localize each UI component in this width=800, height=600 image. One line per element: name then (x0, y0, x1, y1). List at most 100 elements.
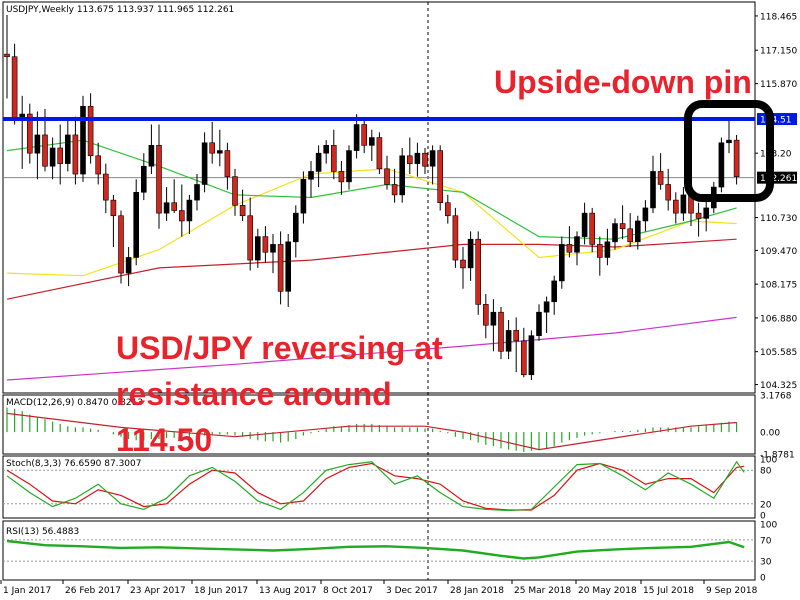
rsi-line (6, 539, 745, 560)
candle-body (634, 220, 641, 243)
candle-body (558, 244, 565, 282)
stoch-tick-label: 20 (760, 500, 772, 510)
rsi-panel (3, 539, 755, 562)
candle-body (292, 212, 299, 243)
rsi-label: RSI(13) 56.4883 (6, 527, 79, 537)
time-tick-label: 3 Dec 2017 (386, 586, 438, 596)
chart-title: USDJPY,Weekly 113.675 113.937 111.965 11… (6, 5, 234, 15)
price-tick-label: 106.880 (760, 314, 797, 324)
reversal-annotation-line3: 114.50 (116, 422, 212, 458)
candle-body (262, 236, 269, 253)
candle-body (490, 311, 497, 326)
candle-body (399, 155, 406, 196)
candle-body (186, 199, 193, 222)
price-tick-label: 113.20 (760, 150, 792, 160)
candle-body (482, 304, 489, 326)
candle-body (566, 244, 573, 253)
time-tick-label: 28 Jan 2018 (450, 586, 504, 596)
price-tick-label: 117.150 (760, 47, 797, 57)
highlight-box (684, 100, 774, 202)
price-tick-label: 104.325 (760, 381, 797, 391)
candle-body (11, 56, 18, 120)
candle-body (110, 199, 117, 217)
time-tick-label: 26 Feb 2017 (65, 586, 121, 596)
candle-body (551, 280, 558, 303)
candle-body (103, 173, 109, 201)
candle-body (277, 244, 284, 292)
candle-body (171, 202, 177, 211)
candle-body (422, 152, 428, 167)
time-tick-label: 13 Aug 2017 (259, 586, 317, 596)
macd-panel-frame (2, 394, 756, 455)
macd-label: MACD(12,26,9) 0.8470 0.8213 (6, 398, 143, 408)
candle-body (80, 105, 86, 175)
stochastic-panel (3, 460, 755, 512)
price-tick-label: 105.585 (760, 348, 797, 358)
candle-body (528, 335, 535, 376)
candle-body (384, 168, 390, 185)
candle-body (414, 152, 421, 164)
candle-body (726, 139, 732, 144)
stoch-signal-line (6, 462, 745, 511)
candle-body (270, 244, 276, 253)
candle-body (133, 191, 139, 258)
price-tick-label: 109.470 (760, 247, 797, 257)
candle-body (581, 212, 588, 237)
candle-body (72, 134, 79, 175)
candle-body (209, 142, 215, 154)
candle-body (498, 311, 504, 352)
axes: 118.465 117.150 115.870 114.51 113.20 112.261… (0, 12, 797, 596)
macd-signal-line (6, 412, 737, 451)
candle-body (26, 113, 33, 154)
time-tick-label: 23 Apr 2017 (130, 586, 186, 596)
candle-body (239, 205, 246, 217)
candle-body (95, 155, 101, 175)
price-tick-label: 118.465 (760, 12, 797, 22)
candle-body (703, 207, 710, 219)
macd-tick-label: 3.1768 (760, 392, 792, 402)
candle-body (680, 194, 687, 214)
price-chart (3, 15, 755, 381)
rsi-tick-label: 30 (760, 558, 772, 568)
candle-body (163, 202, 170, 214)
stoch-main-line (6, 460, 745, 512)
resistance-price-label: 114.51 (760, 116, 792, 126)
stoch-tick-label: 80 (760, 467, 772, 477)
macd-tick-label: -1.8781 (760, 451, 795, 461)
price-tick-label: 108.175 (760, 281, 797, 291)
candle-body (194, 184, 200, 201)
time-tick-label: 9 Sep 2018 (706, 586, 758, 596)
macd-panel (6, 407, 738, 452)
candle-body (376, 137, 383, 170)
candle-body (695, 212, 702, 219)
candle-body (49, 147, 56, 167)
candle-body (513, 330, 520, 342)
candle-body (596, 244, 603, 258)
candle-body (657, 171, 664, 185)
candle-body (467, 238, 474, 269)
candle-body (201, 142, 208, 185)
candle-body (315, 152, 322, 172)
candle-body (4, 53, 10, 58)
candle-body (361, 124, 368, 146)
candle-body (217, 150, 223, 154)
candle-body (148, 145, 155, 167)
candle-body (353, 124, 360, 151)
candle-body (536, 311, 542, 336)
candle-body (642, 207, 649, 222)
candle-body (118, 215, 124, 274)
time-tick-label: 1 Jan 2017 (3, 586, 51, 596)
candle-body (65, 134, 71, 164)
rsi-tick-label: 0 (760, 574, 766, 584)
candle-body (179, 210, 185, 222)
annotations: Upside-down pin USD/JPY reversing at res… (116, 64, 774, 458)
candle-body (444, 202, 451, 217)
candle-body (156, 145, 162, 214)
candle-body (232, 176, 238, 206)
rsi-panel-frame (2, 520, 756, 581)
pin-annotation: Upside-down pin (494, 64, 752, 100)
candle-body (125, 257, 132, 274)
reversal-annotation-line2: resistance around (116, 376, 392, 412)
candle-body (718, 142, 725, 188)
